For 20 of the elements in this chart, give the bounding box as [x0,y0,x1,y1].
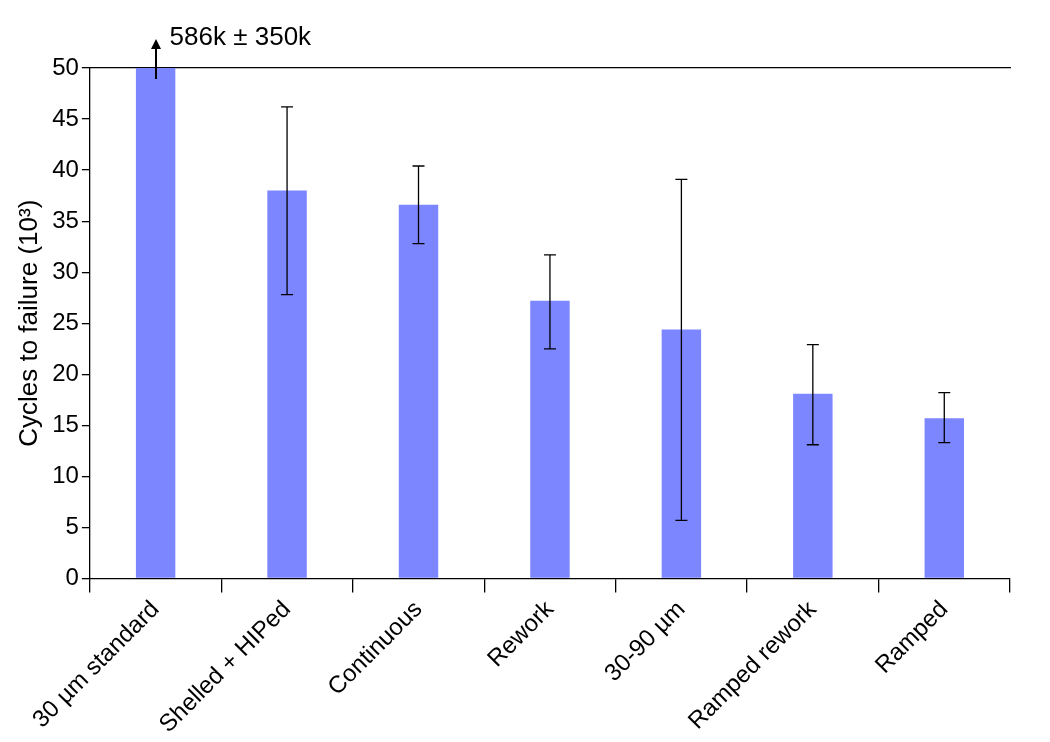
y-tick-label: 0 [65,563,79,591]
y-tick-label: 5 [65,512,79,540]
y-tick-label: 40 [52,154,79,182]
annotation: 586k ± 350k [169,21,313,52]
y-tick-label: 25 [52,307,79,335]
y-tick-label: 20 [52,358,79,386]
bar [530,300,570,578]
y-axis-title: Cycles to failure (10³) [12,199,43,447]
bar [267,190,307,578]
bar [924,418,964,578]
bar [793,393,833,578]
y-tick-label: 50 [52,52,79,80]
bar [398,204,439,578]
y-tick-label: 35 [52,205,79,233]
y-tick-label: 30 [52,256,79,284]
bar [661,329,702,578]
y-tick-label: 45 [52,103,79,131]
bar [135,68,176,578]
y-tick-label: 15 [52,409,79,437]
y-tick-label: 10 [52,461,79,489]
